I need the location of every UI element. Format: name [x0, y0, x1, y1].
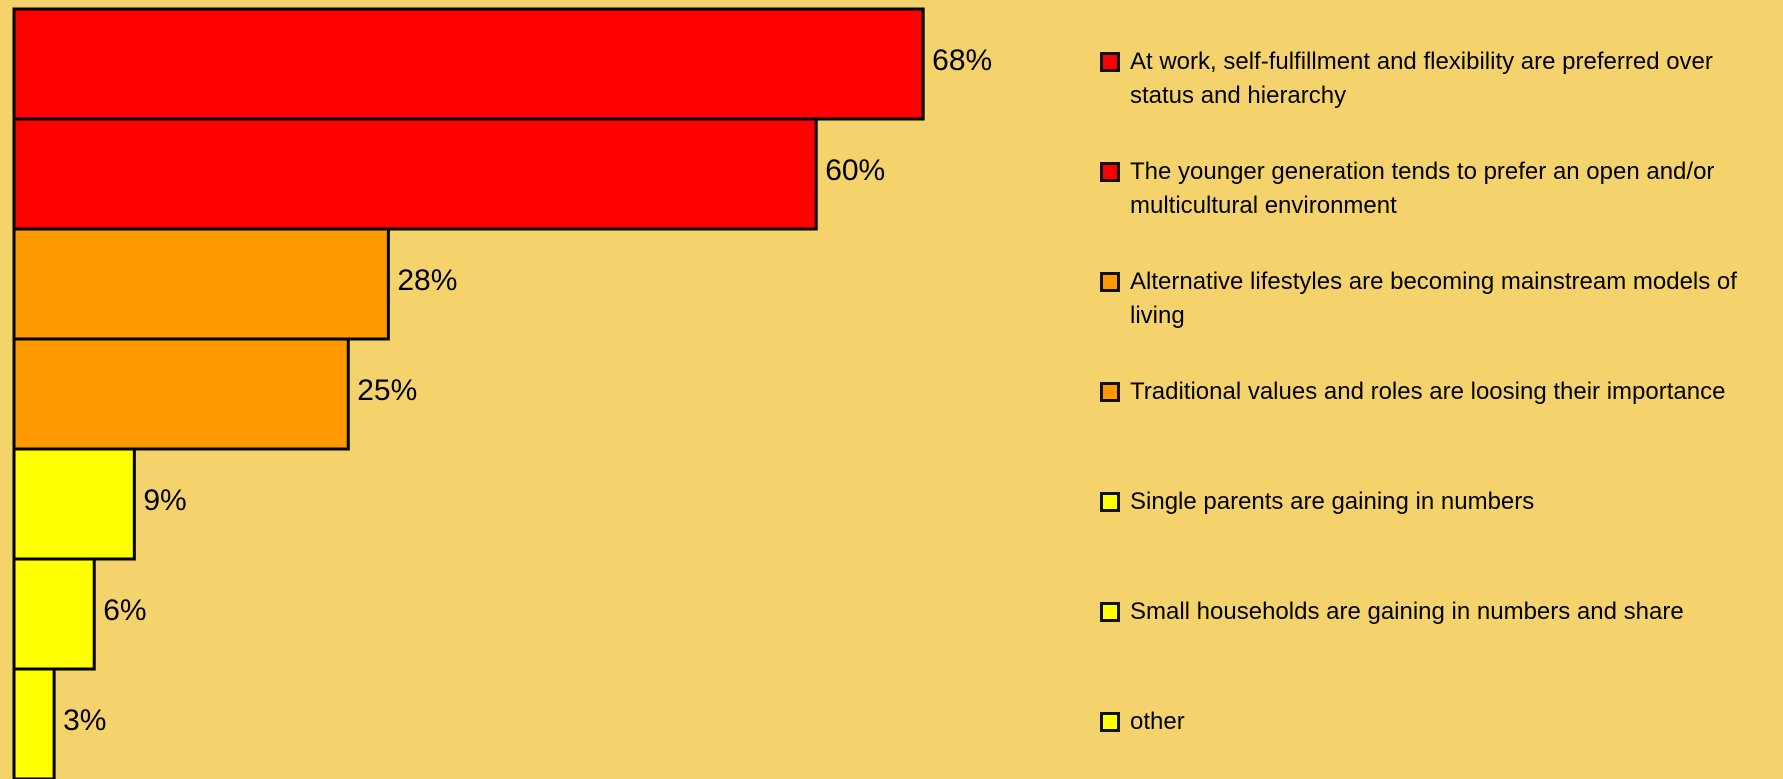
legend-swatch [1100, 602, 1120, 622]
legend-swatch [1100, 52, 1120, 72]
legend-label: other [1130, 708, 1185, 735]
bar [12, 447, 136, 561]
data-label: 9% [143, 484, 186, 517]
legend-label: Single parents are gaining in numbers [1130, 488, 1535, 515]
legend-label: Alternative lifestyles are becoming main… [1130, 268, 1737, 329]
bar [12, 557, 96, 671]
legend-label: The younger generation tends to prefer a… [1130, 158, 1715, 219]
data-label: 68% [932, 44, 992, 77]
data-label: 25% [357, 374, 417, 407]
data-label: 28% [397, 264, 457, 297]
bar [12, 667, 56, 779]
legend-swatch [1100, 272, 1120, 292]
legend-swatch [1100, 492, 1120, 512]
legend-swatch [1100, 162, 1120, 182]
legend-swatch [1100, 712, 1120, 732]
bar [12, 337, 350, 451]
legend-label: Traditional values and roles are loosing… [1130, 378, 1726, 405]
bar [12, 227, 390, 341]
data-label: 6% [103, 594, 146, 627]
data-label: 3% [63, 704, 106, 737]
legend-label: Small households are gaining in numbers … [1130, 598, 1684, 625]
bar [12, 117, 818, 231]
bar [12, 7, 925, 121]
legend-swatch [1100, 382, 1120, 402]
data-label: 60% [825, 154, 885, 187]
legend-label: At work, self-fulfillment and flexibilit… [1130, 48, 1713, 109]
